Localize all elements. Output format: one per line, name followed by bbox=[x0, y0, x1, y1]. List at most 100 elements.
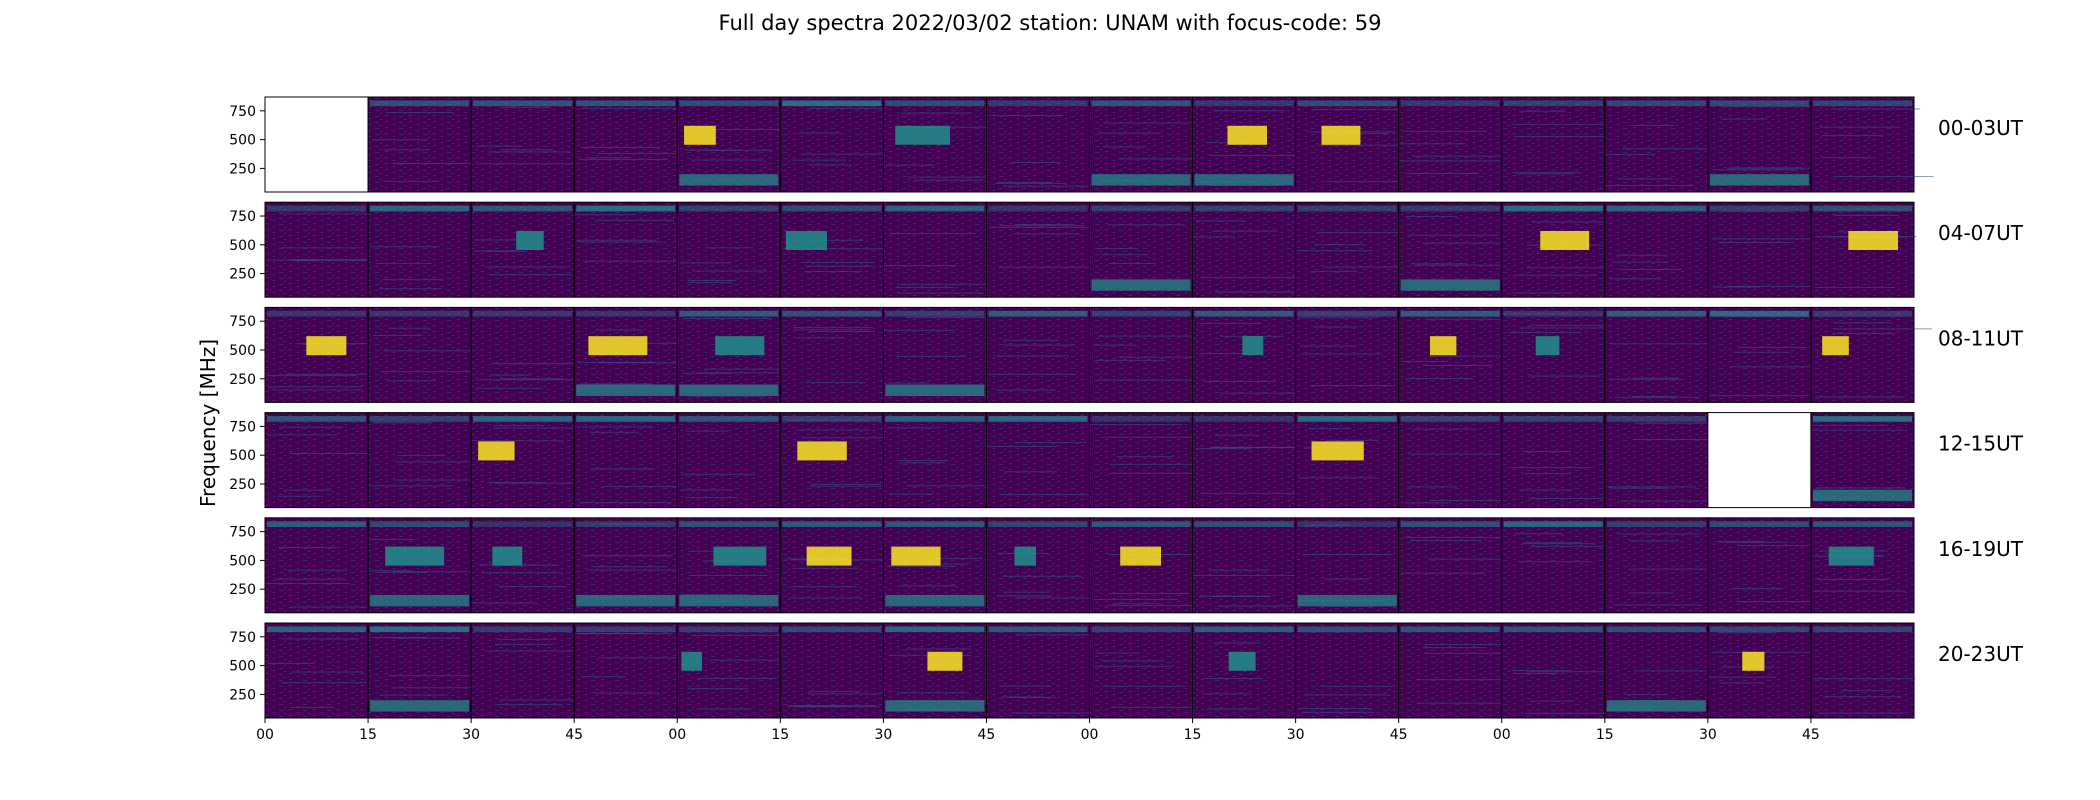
panel-top-band bbox=[1194, 310, 1294, 317]
x-tick-label: 30 bbox=[462, 727, 480, 743]
panel-streak bbox=[1308, 428, 1352, 430]
panel-streak bbox=[581, 147, 660, 149]
panel-streak bbox=[681, 473, 756, 475]
spectrum-panel bbox=[779, 412, 895, 509]
panel-bright-block bbox=[785, 230, 827, 250]
panel-streak bbox=[1404, 502, 1449, 504]
panel-streak bbox=[1092, 424, 1183, 426]
panel-top-band bbox=[1400, 626, 1500, 633]
panel-streak bbox=[906, 316, 1005, 318]
panel-streak bbox=[368, 485, 452, 487]
panel-streak bbox=[370, 538, 414, 540]
panel-streak bbox=[1317, 232, 1417, 234]
panel-streak bbox=[1725, 541, 1788, 543]
panel-streak bbox=[1320, 685, 1393, 687]
panel-streak bbox=[1821, 135, 1884, 137]
panel-streak bbox=[594, 566, 668, 568]
spectrum-panel bbox=[882, 517, 987, 614]
panel-streak bbox=[1424, 644, 1515, 646]
panel-streak bbox=[1400, 360, 1449, 362]
panel-streak bbox=[808, 693, 890, 695]
panel-noise bbox=[265, 623, 369, 718]
panel-streak bbox=[796, 337, 845, 339]
y-tick-label: 750 bbox=[229, 419, 256, 435]
panel-bright-block bbox=[492, 546, 523, 566]
panel-top-band bbox=[473, 521, 573, 527]
panel-streak bbox=[1516, 173, 1574, 175]
spectrum-panel bbox=[470, 306, 587, 403]
panel-noise bbox=[986, 412, 1090, 508]
panel-streak bbox=[889, 493, 934, 495]
panel-streak bbox=[807, 248, 891, 250]
panel-streak bbox=[579, 383, 653, 385]
y-tick-label: 250 bbox=[229, 372, 256, 388]
panel-streak bbox=[1610, 343, 1712, 345]
spectrum-panel bbox=[676, 622, 801, 719]
panel-streak bbox=[1832, 176, 1934, 178]
spectrum-panel bbox=[1501, 306, 1621, 403]
row-label: 08-11UT bbox=[1938, 326, 2024, 350]
panel-streak bbox=[1016, 634, 1101, 636]
spectra-row: 250 500 750 16-19UT bbox=[229, 517, 2024, 614]
y-tick-label: 250 bbox=[229, 687, 256, 703]
panel-top-band bbox=[988, 626, 1088, 633]
panel-top-band bbox=[1400, 310, 1500, 317]
panel-streak bbox=[1103, 122, 1191, 124]
panel-streak bbox=[1215, 291, 1311, 293]
spectrum-panel bbox=[1501, 412, 1631, 509]
panel-streak bbox=[1634, 670, 1715, 672]
panel-streak bbox=[1524, 542, 1583, 544]
panel-streak bbox=[1215, 434, 1259, 436]
spectrum-panel bbox=[882, 201, 987, 298]
x-tick-label: 15 bbox=[359, 727, 377, 743]
panel-top-band bbox=[679, 205, 779, 212]
panel-top-band bbox=[1812, 310, 1912, 317]
panel-streak bbox=[1101, 660, 1165, 662]
panel-streak bbox=[1511, 292, 1573, 294]
panel-streak bbox=[679, 262, 730, 264]
panel-noise bbox=[1295, 307, 1399, 403]
panel-streak bbox=[290, 259, 378, 261]
panel-top-band bbox=[782, 310, 882, 317]
panel-streak bbox=[390, 637, 460, 639]
panel-streak bbox=[1732, 588, 1784, 590]
panel-streak bbox=[1513, 135, 1607, 137]
panel-streak bbox=[389, 675, 489, 677]
panel-streak bbox=[1217, 605, 1292, 607]
spectrum-panel bbox=[882, 412, 990, 509]
panel-streak bbox=[1816, 487, 1906, 489]
panel-streak bbox=[1616, 254, 1667, 256]
panel-streak bbox=[1612, 261, 1669, 263]
panel-streak bbox=[1616, 533, 1699, 535]
spectrum-panel bbox=[1398, 201, 1524, 298]
panel-top-band bbox=[988, 416, 1088, 422]
spectrum-panel bbox=[1707, 622, 1812, 719]
panel-streak bbox=[368, 570, 412, 572]
panel-streak bbox=[386, 111, 453, 113]
panel-frame bbox=[1810, 412, 1915, 509]
panel-streak bbox=[680, 594, 749, 596]
panel-bright-block bbox=[1822, 336, 1849, 356]
panel-top-band bbox=[576, 416, 676, 422]
panel-streak bbox=[277, 495, 320, 497]
panel-streak bbox=[392, 479, 485, 481]
spectrum-panel bbox=[1501, 622, 1625, 719]
panel-streak bbox=[581, 426, 653, 428]
panel-streak bbox=[1209, 155, 1307, 157]
panel-streak bbox=[1727, 167, 1824, 169]
spectrum-panel bbox=[1501, 517, 1625, 614]
panel-streak bbox=[1428, 355, 1524, 357]
panel-streak bbox=[1303, 694, 1389, 696]
panel-top-band bbox=[576, 205, 676, 212]
panel-streak bbox=[1097, 132, 1162, 134]
x-tick-label: 00 bbox=[1081, 727, 1099, 743]
panel-streak bbox=[1301, 711, 1374, 713]
panel-streak bbox=[281, 682, 367, 684]
panel-streak bbox=[1003, 339, 1059, 341]
panel-streak bbox=[486, 482, 545, 484]
spectrum-panel bbox=[367, 96, 475, 193]
panel-streak bbox=[1108, 208, 1166, 210]
panel-streak bbox=[1310, 385, 1393, 387]
panel-streak bbox=[1619, 268, 1683, 270]
panel-streak bbox=[1003, 591, 1051, 593]
